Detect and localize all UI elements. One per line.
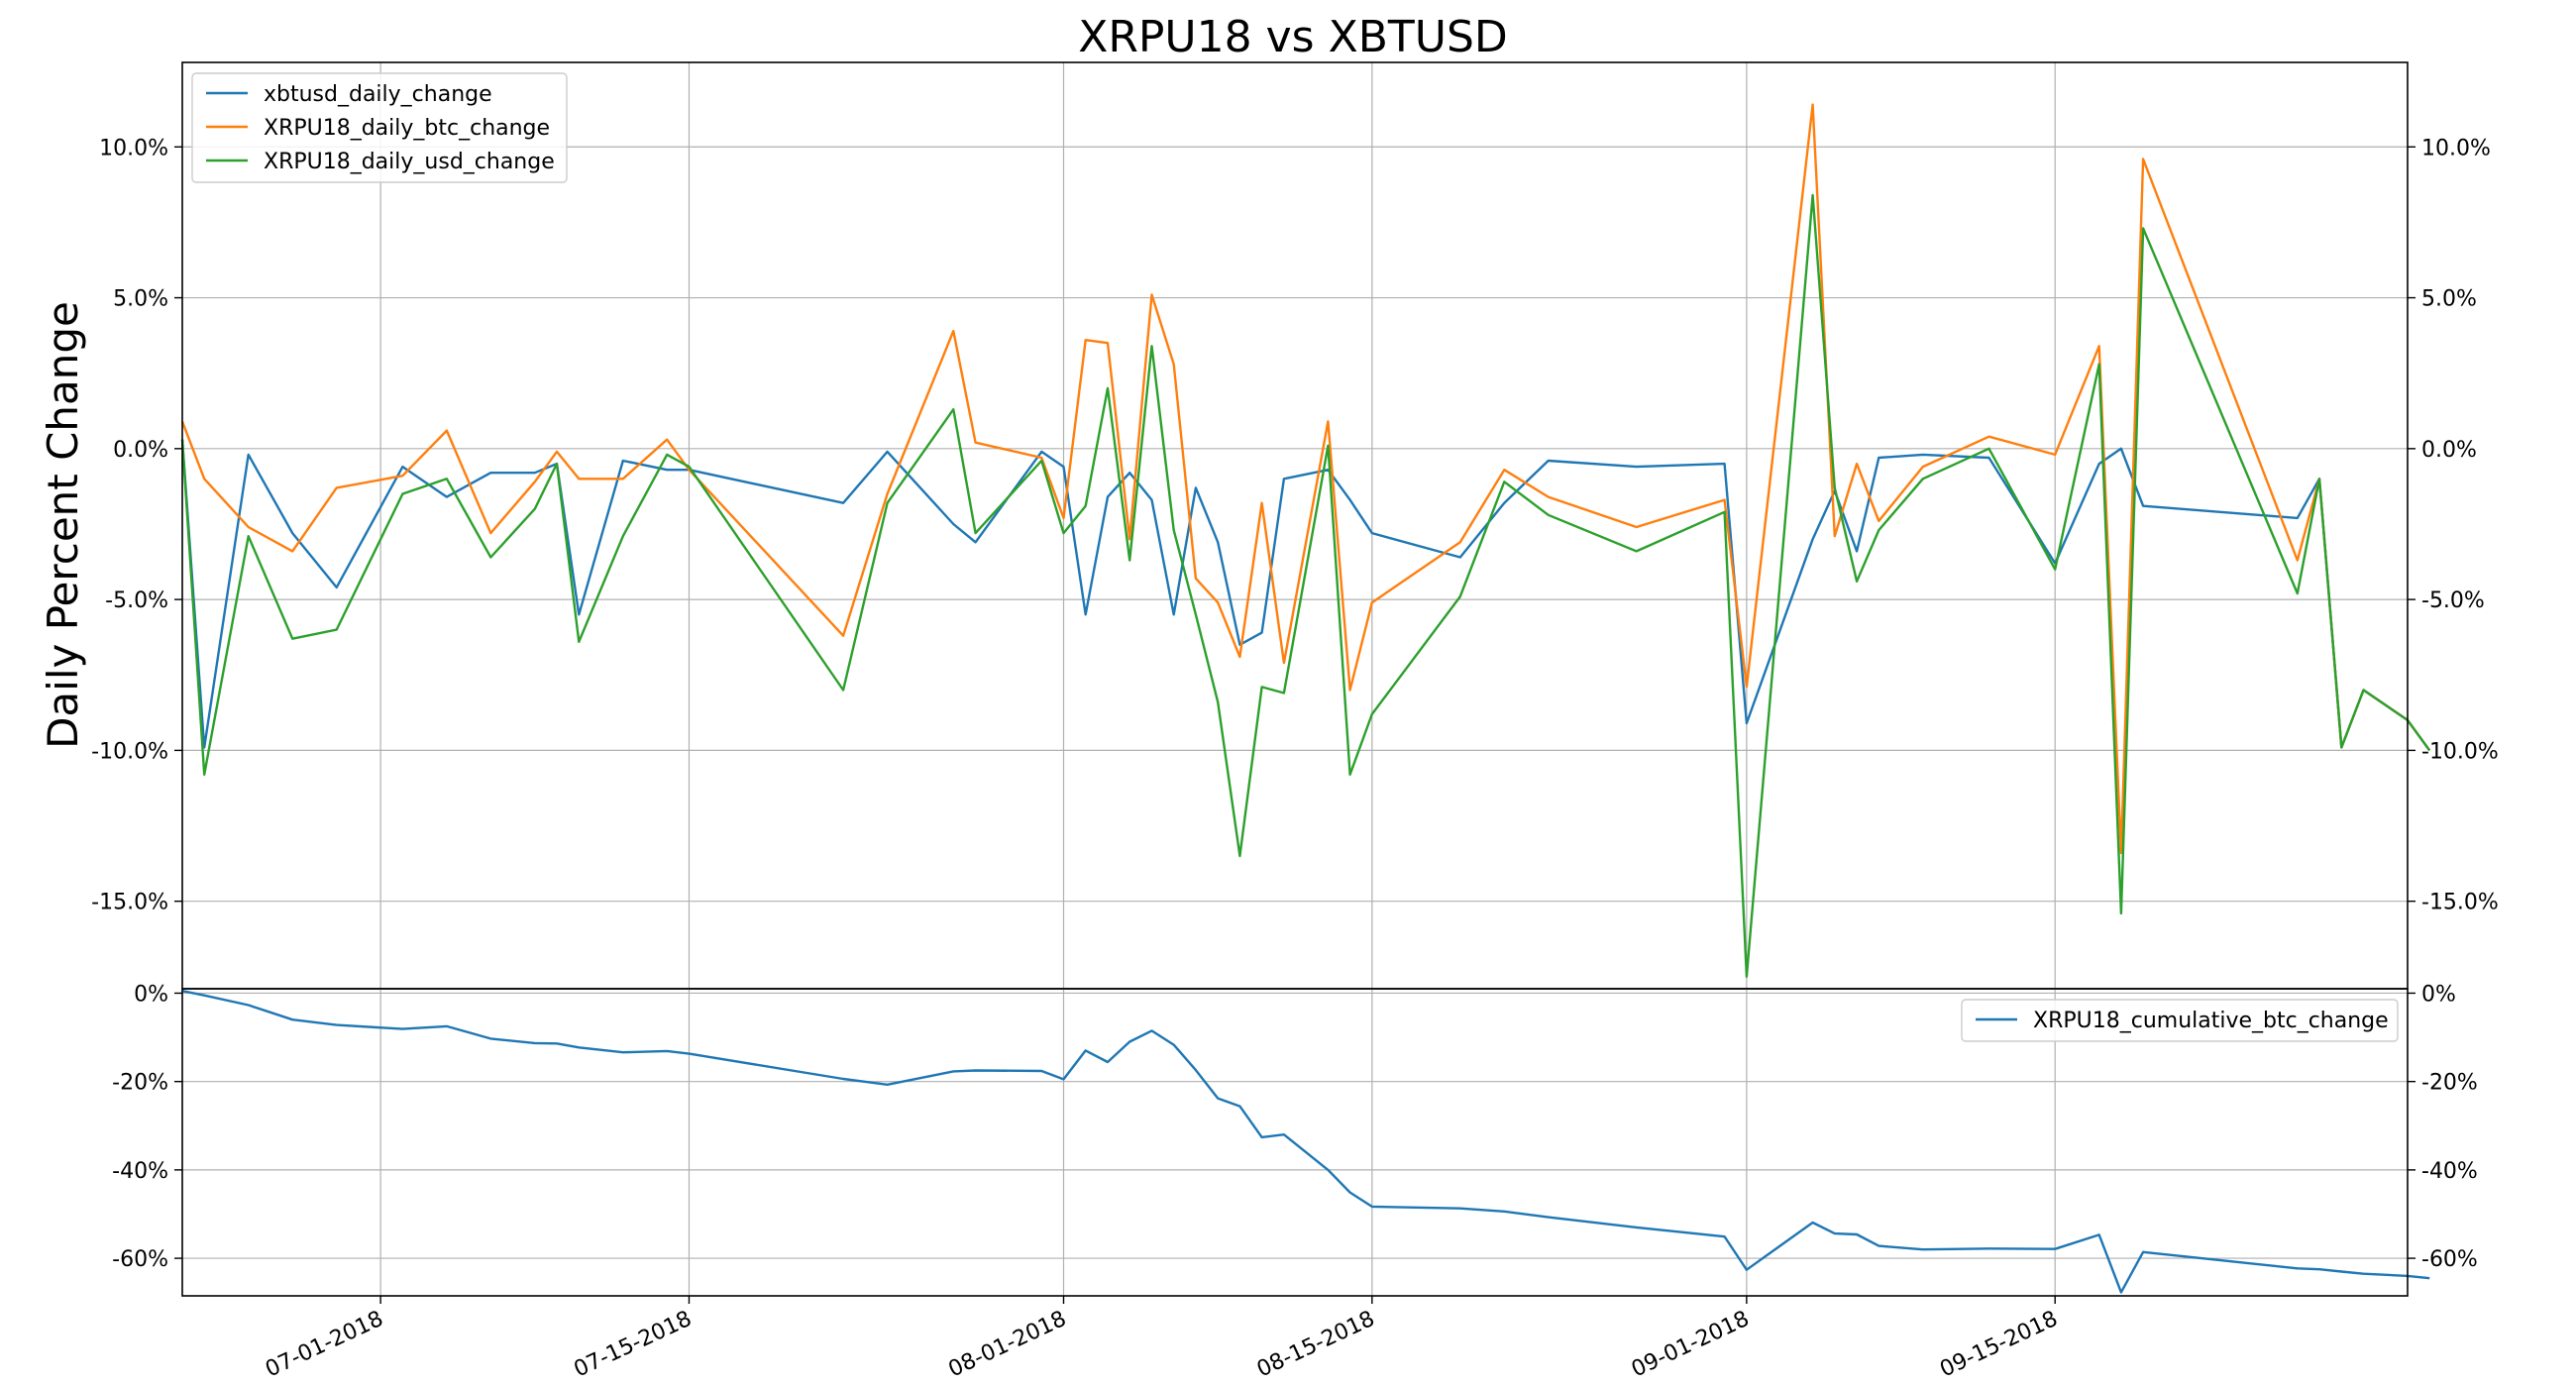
- top-ytick-right-label-4: 5.0%: [2421, 287, 2477, 312]
- top-ytick-left-label-2: -5.0%: [105, 588, 168, 613]
- xtick-label-1: 07-15-2018: [571, 1307, 696, 1383]
- top-legend: xbtusd_daily_change XRPU18_daily_btc_chan…: [191, 72, 568, 183]
- top-series-line-0: [180, 439, 2431, 752]
- bottom-ytick-left-label-1: -40%: [112, 1159, 168, 1184]
- bottom-axes-frame: [181, 988, 2409, 1297]
- x-ticks: 07-01-2018 07-15-2018 08-01-2018 08-15-2018…: [262, 1296, 2062, 1382]
- y-axis-label: Daily Percent Change: [39, 301, 87, 749]
- xtick-label-5: 09-15-2018: [1936, 1307, 2061, 1383]
- bottom-ytick-left-label-3: 0%: [134, 982, 168, 1007]
- top-ytick-right-label-5: 10.0%: [2421, 136, 2491, 160]
- top-ytick-right-label-1: -10.0%: [2421, 739, 2499, 764]
- bottom-ytick-right-label-3: 0%: [2421, 982, 2456, 1007]
- bottom-gridlines: [182, 989, 2408, 1296]
- top-legend-box: [191, 72, 568, 183]
- top-series-line-1: [180, 103, 2431, 855]
- top-y-ticks: -15.0% -15.0% -10.0% -10.0% -5.0% -5.0% 0.0% 0.…: [91, 136, 2499, 914]
- top-ytick-right-label-3: 0.0%: [2421, 438, 2477, 463]
- top-legend-entry-1: XRPU18_daily_btc_change: [264, 116, 550, 141]
- top-ytick-right-label-2: -5.0%: [2421, 588, 2485, 613]
- top-ytick-left-label-4: 5.0%: [113, 287, 168, 312]
- bottom-ytick-left-label-0: -60%: [112, 1247, 168, 1272]
- top-panel: -15.0% -15.0% -10.0% -10.0% -5.0% -5.0% 0.0% 0.…: [91, 61, 2499, 990]
- top-ytick-left-label-0: -15.0%: [91, 891, 168, 915]
- xtick-label-2: 08-01-2018: [945, 1307, 1070, 1383]
- bottom-legend-box: [1961, 999, 2399, 1042]
- top-series-line-2: [180, 193, 2431, 978]
- xtick-label-3: 08-15-2018: [1253, 1307, 1378, 1383]
- top-ytick-right-label-0: -15.0%: [2421, 891, 2499, 915]
- top-ytick-left-label-3: 0.0%: [113, 438, 168, 463]
- bottom-y-ticks: -60% -60% -40% -40% -20% -20% 0% 0%: [112, 982, 2478, 1272]
- bottom-panel: -60% -60% -40% -40% -20% -20% 0% 0% XRPU18_cumu…: [112, 982, 2478, 1297]
- bottom-ytick-left-label-2: -20%: [112, 1071, 168, 1096]
- bottom-ytick-right-label-1: -40%: [2421, 1159, 2478, 1184]
- chart-title: XRPU18 vs XBTUSD: [1078, 12, 1508, 62]
- top-legend-entry-0: xbtusd_daily_change: [264, 82, 492, 107]
- bottom-ytick-right-label-0: -60%: [2421, 1247, 2478, 1272]
- bottom-series-line-0: [181, 990, 2430, 1294]
- top-ytick-left-label-5: 10.0%: [99, 136, 168, 160]
- top-series-lines: [180, 103, 2431, 978]
- xtick-label-4: 09-01-2018: [1628, 1307, 1753, 1383]
- top-axes-frame: [181, 61, 2409, 990]
- top-gridlines: [182, 62, 2408, 989]
- bottom-ytick-right-label-2: -20%: [2421, 1071, 2478, 1096]
- xtick-label-0: 07-01-2018: [262, 1307, 386, 1383]
- bottom-legend: XRPU18_cumulative_btc_change: [1961, 999, 2399, 1042]
- top-ytick-left-label-1: -10.0%: [91, 739, 168, 764]
- top-legend-entry-2: XRPU18_daily_usd_change: [264, 150, 555, 174]
- bottom-series-lines: [181, 990, 2430, 1294]
- bottom-legend-entry-0: XRPU18_cumulative_btc_change: [2033, 1009, 2389, 1033]
